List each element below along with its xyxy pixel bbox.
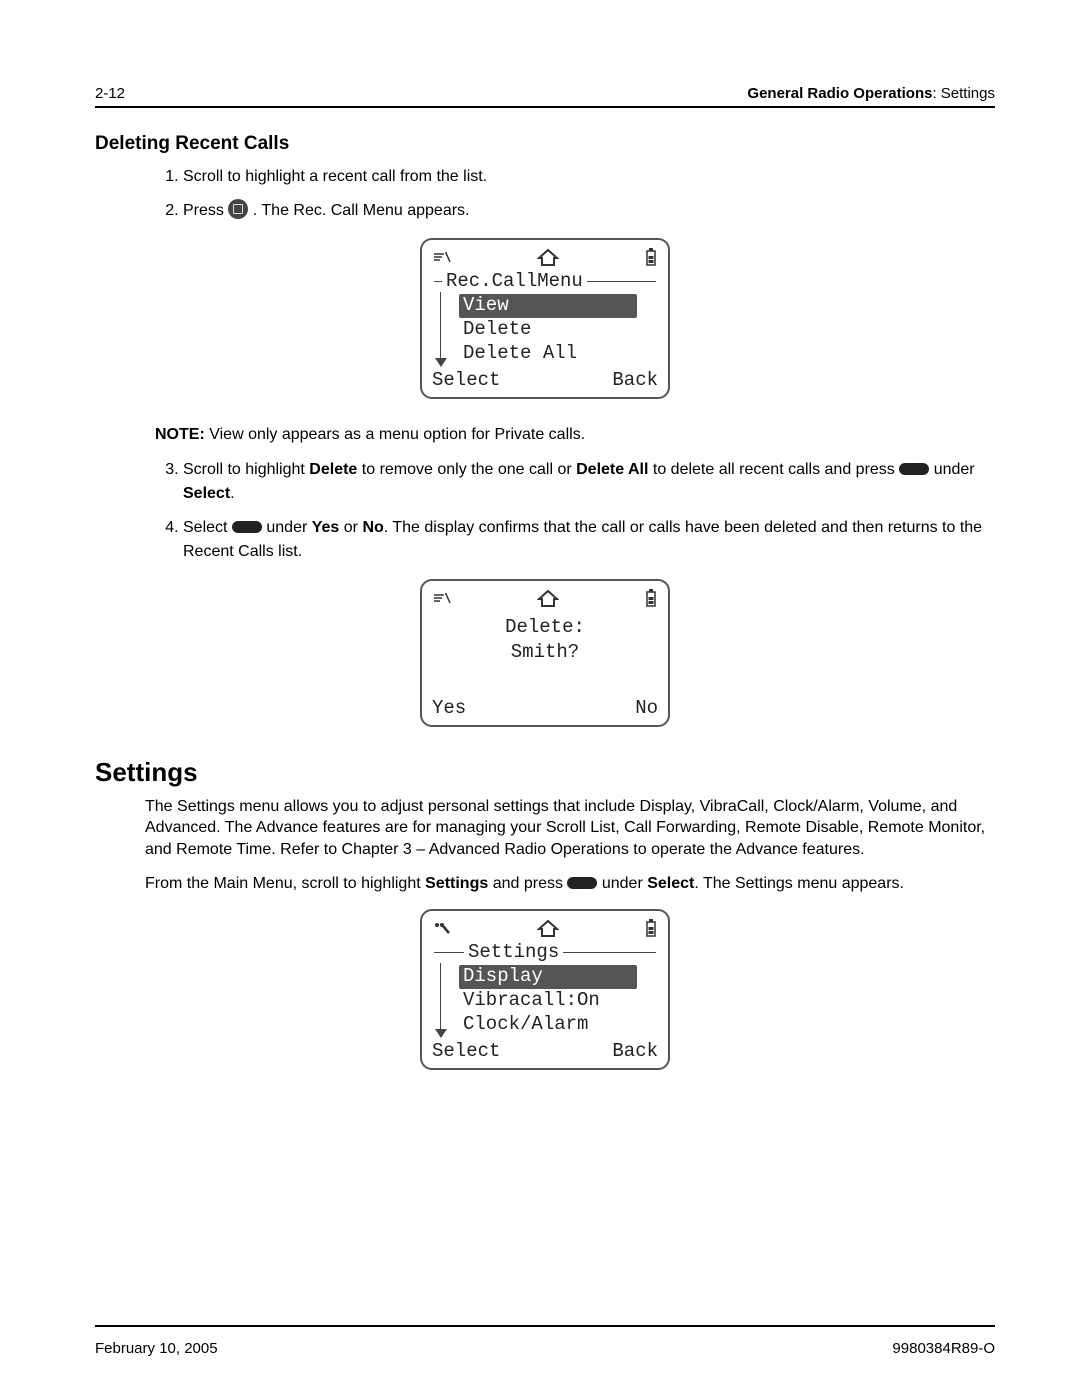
footer-date: February 10, 2005 (95, 1340, 218, 1357)
lcd-settings-menu: Settings Display Vibracall:On Clock/Alar… (420, 909, 670, 1070)
battery-icon-2 (644, 588, 658, 608)
sp2f: . The Settings menu appears. (694, 875, 904, 892)
sp2c: and press (488, 875, 567, 892)
header-chapter: General Radio Operations (747, 85, 932, 102)
home-icon-3 (537, 919, 559, 937)
lcd1-menu-body: View Delete Delete All (440, 292, 656, 365)
step-2: Press . The Rec. Call Menu appears. (183, 199, 995, 223)
sp2b: Settings (425, 875, 488, 892)
s3e: to delete all recent calls and press (648, 461, 899, 478)
lcd2-body: Delete: Smith? (432, 611, 658, 693)
lcd-delete-confirm: Delete: Smith? Yes No (420, 579, 670, 727)
step-4: Select under Yes or No. The display conf… (183, 516, 995, 564)
lcd1-item-delete-all: Delete All (459, 342, 656, 366)
step-1-text: Scroll to highlight a recent call from t… (183, 168, 487, 185)
note-line: NOTE: View only appears as a menu option… (155, 424, 995, 446)
note-text: View only appears as a menu option for P… (205, 426, 585, 443)
s3a: Scroll to highlight (183, 461, 309, 478)
wrench-icon (432, 920, 452, 936)
s3h: . (230, 485, 234, 502)
s4b: under (262, 519, 312, 536)
s4a: Select (183, 519, 232, 536)
page-footer: February 10, 2005 9980384R89-O (95, 1340, 995, 1357)
page-header: 2-12 General Radio Operations: Settings (95, 85, 995, 102)
signal-icon-2 (432, 591, 452, 605)
lcd1-item-delete: Delete (459, 318, 656, 342)
page-number: 2-12 (95, 85, 125, 102)
header-sub: : Settings (932, 85, 995, 102)
lcd3-group: Settings Display Vibracall:On Clock/Alar… (434, 941, 656, 1036)
sp2d: under (597, 875, 647, 892)
lcd1-softkey-left: Select (432, 369, 500, 391)
lcd1-status-bar (432, 246, 658, 268)
lcd1-scroll-arrow-icon (435, 358, 447, 367)
battery-icon (644, 247, 658, 267)
lcd3-menu-body: Display Vibracall:On Clock/Alarm (440, 963, 656, 1036)
lcd1-softkey-right: Back (612, 369, 658, 391)
lcd2-softkey-right: No (635, 697, 658, 719)
s4e: No (362, 519, 383, 536)
s4d: or (339, 519, 362, 536)
sp2a: From the Main Menu, scroll to highlight (145, 875, 425, 892)
lcd3-status-bar (432, 917, 658, 939)
lcd2-softkeys: Yes No (432, 697, 658, 719)
lcd1-softkeys: Select Back (432, 369, 658, 391)
s3b: Delete (309, 461, 357, 478)
s3f: under (929, 461, 974, 478)
lcd3-title: Settings (468, 941, 559, 963)
lcd-rec-call-menu: Rec.CallMenu View Delete Delete All Sele… (420, 238, 670, 399)
s3c: to remove only the one call or (357, 461, 576, 478)
lcd1-group: Rec.CallMenu View Delete Delete All (434, 270, 656, 365)
step-2-post: . The Rec. Call Menu appears. (248, 202, 469, 219)
footer-rule (95, 1325, 995, 1327)
settings-paragraph-1: The Settings menu allows you to adjust p… (145, 796, 995, 861)
softkey-pill-icon-2 (232, 521, 262, 533)
lcd3-softkeys: Select Back (432, 1040, 658, 1062)
steps-list-1: Scroll to highlight a recent call from t… (155, 165, 995, 223)
lcd1-item-view: View (459, 294, 637, 318)
home-icon (537, 248, 559, 266)
s3d: Delete All (576, 461, 648, 478)
lcd3-item-display: Display (459, 965, 637, 989)
lcd3-softkey-right: Back (612, 1040, 658, 1062)
signal-icon (432, 250, 452, 264)
lcd3-item-vibracall: Vibracall:On (459, 989, 656, 1013)
header-right: General Radio Operations: Settings (747, 85, 995, 102)
s4c: Yes (312, 519, 340, 536)
lcd1-title: Rec.CallMenu (446, 270, 583, 292)
lcd3-item-clock: Clock/Alarm (459, 1013, 656, 1037)
header-rule (95, 106, 995, 108)
step-1: Scroll to highlight a recent call from t… (183, 165, 995, 189)
lcd3-softkey-left: Select (432, 1040, 500, 1062)
section-title-deleting: Deleting Recent Calls (95, 133, 995, 155)
lcd2-status-bar (432, 587, 658, 609)
steps-list-2: Scroll to highlight Delete to remove onl… (155, 458, 995, 564)
softkey-pill-icon-3 (567, 877, 597, 889)
lcd3-scroll-arrow-icon (435, 1029, 447, 1038)
s3g: Select (183, 485, 230, 502)
battery-icon-3 (644, 918, 658, 938)
lcd2-line2: Smith? (432, 640, 658, 665)
note-label: NOTE: (155, 426, 205, 443)
sp2e: Select (647, 875, 694, 892)
settings-paragraph-2: From the Main Menu, scroll to highlight … (145, 873, 995, 895)
softkey-pill-icon (899, 463, 929, 475)
lcd2-softkey-left: Yes (432, 697, 466, 719)
step-2-pre: Press (183, 202, 228, 219)
lcd2-line1: Delete: (432, 615, 658, 640)
home-icon-2 (537, 589, 559, 607)
footer-doc-id: 9980384R89-O (892, 1340, 995, 1357)
major-title-settings: Settings (95, 757, 995, 788)
menu-button-icon (228, 199, 248, 219)
step-3: Scroll to highlight Delete to remove onl… (183, 458, 995, 506)
